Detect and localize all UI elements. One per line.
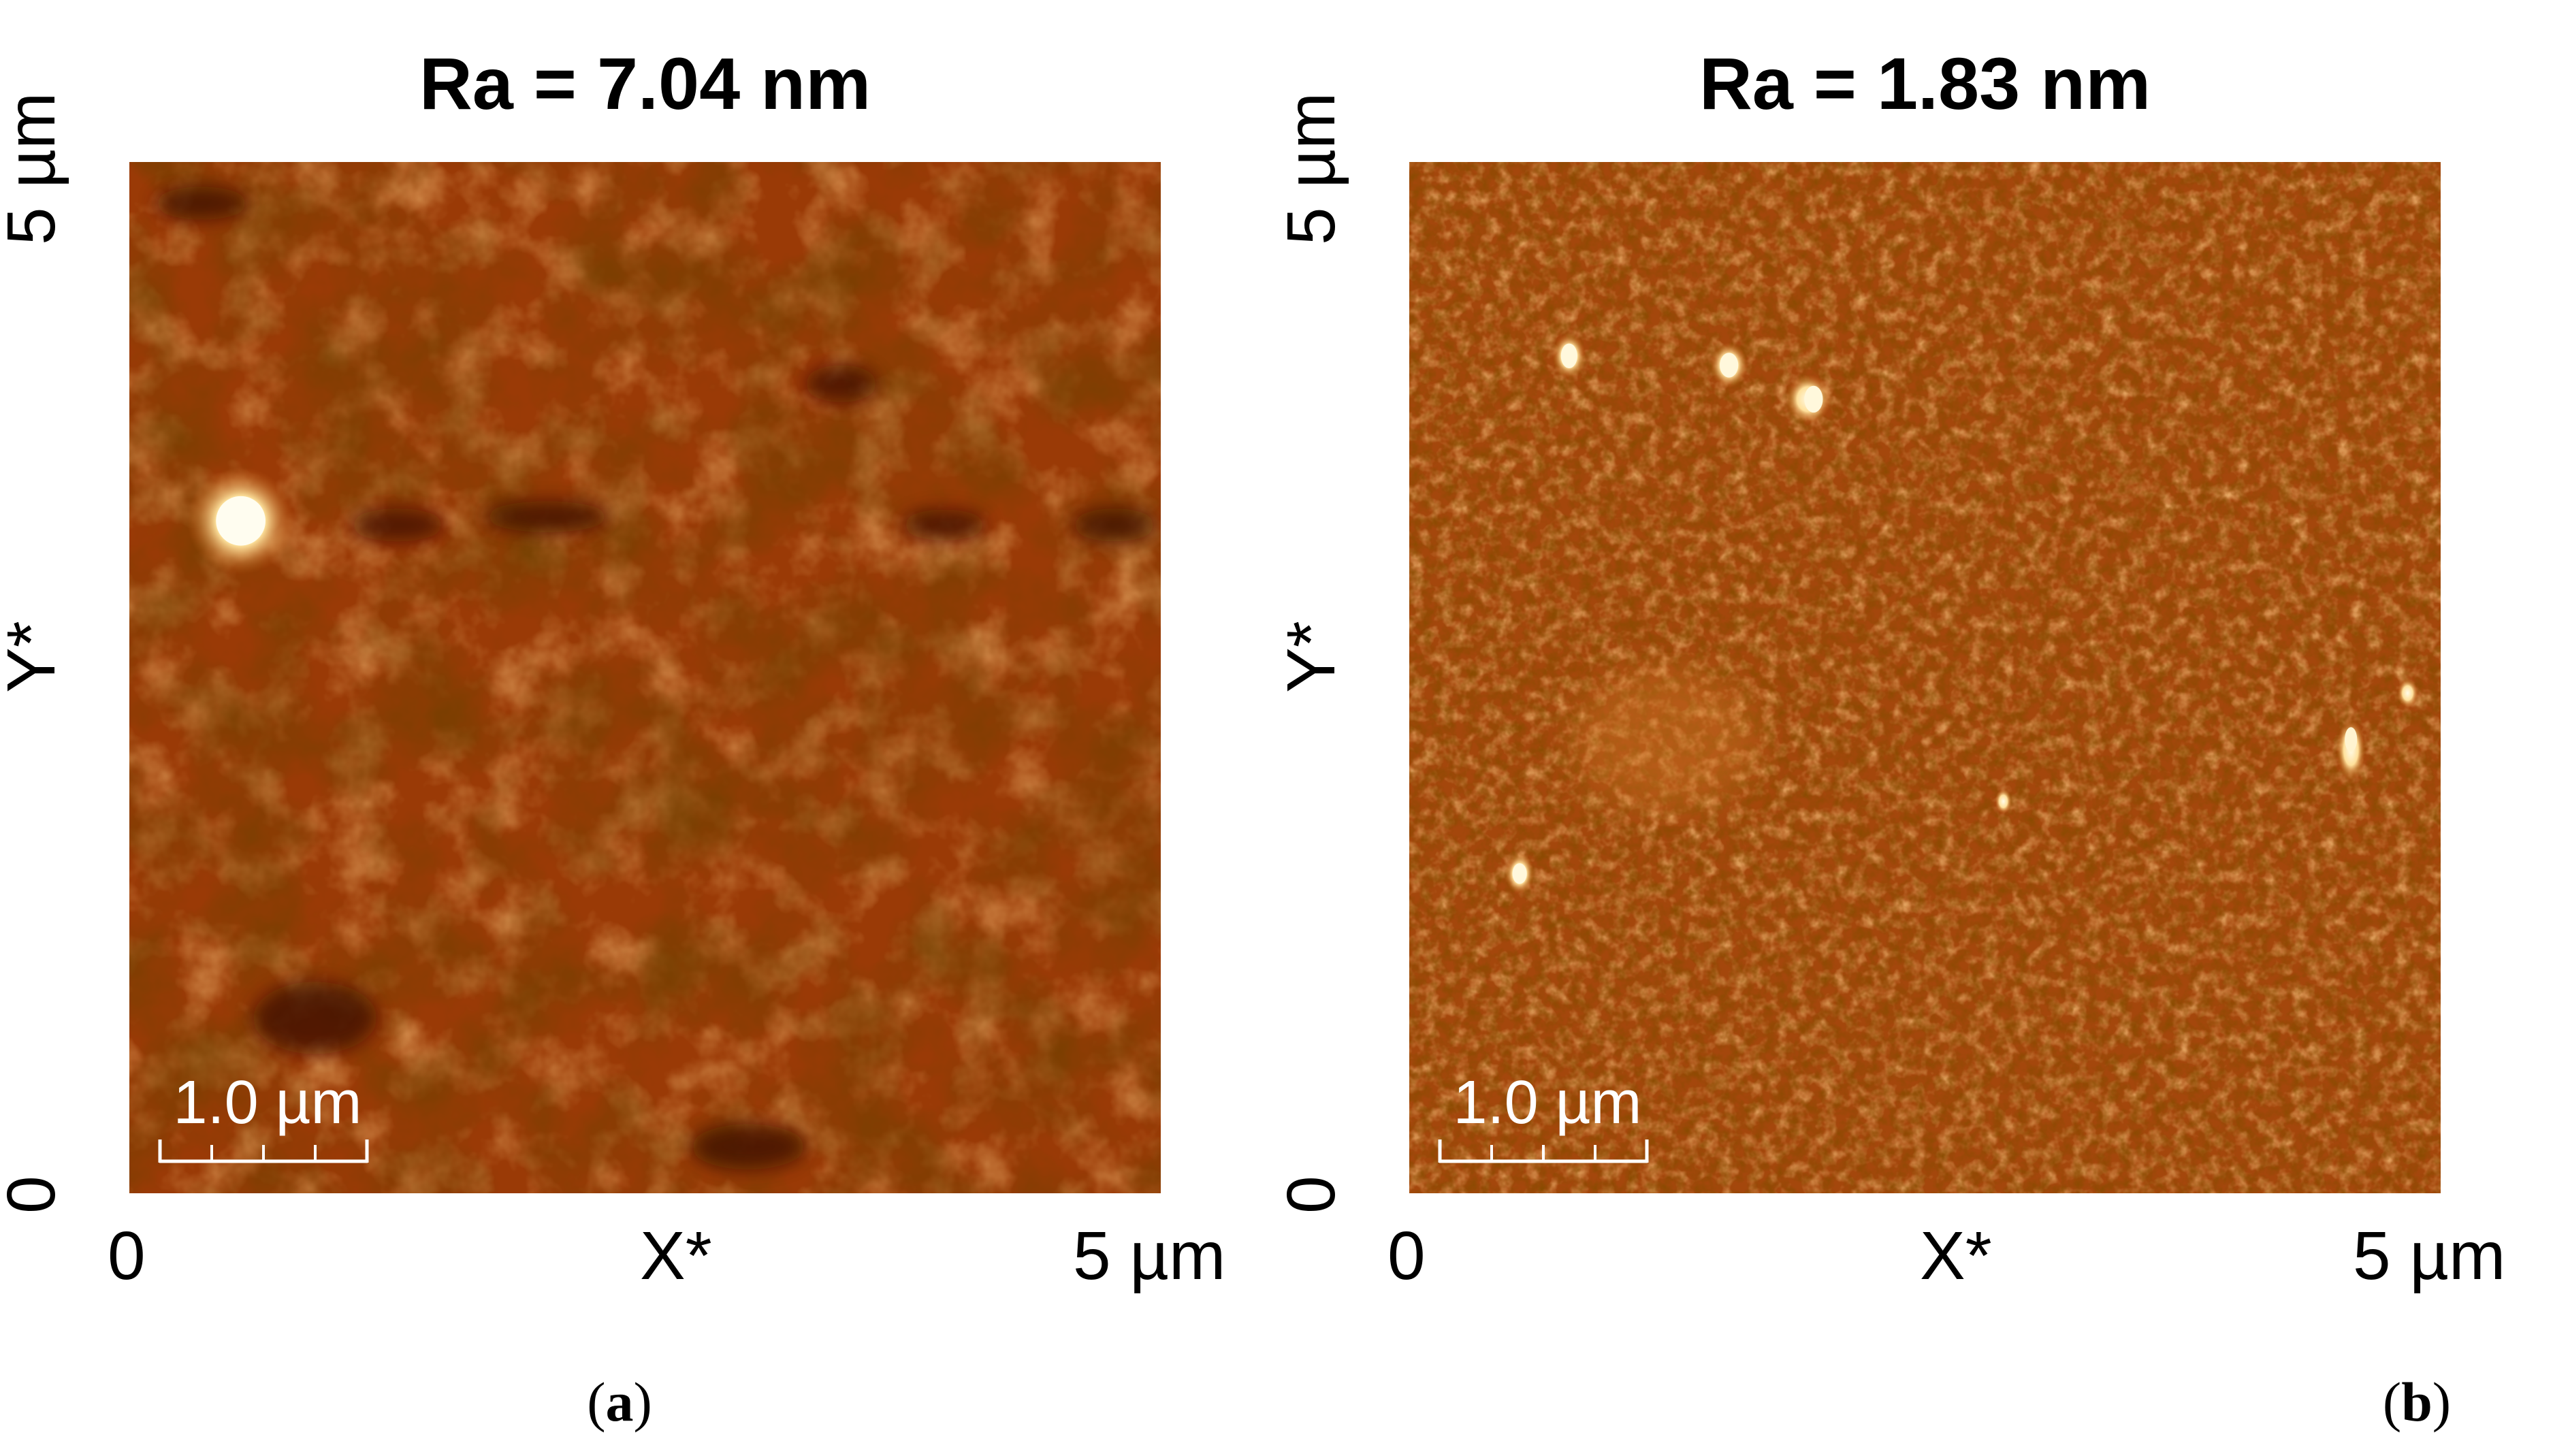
panel-caption: (a) [517, 1368, 722, 1436]
caption-letter: a [605, 1371, 634, 1433]
afm-height-map [1409, 162, 2441, 1193]
caption-close: ) [633, 1371, 652, 1433]
scale-bar-ruler [158, 1139, 369, 1163]
y-axis-min-label: 0 [0, 1176, 69, 1214]
x-axis-min-label: 0 [1387, 1218, 1426, 1294]
y-axis-label: Y* [1273, 621, 1349, 693]
y-axis-label: Y* [0, 621, 69, 693]
panel-title: Ra = 7.04 nm [419, 42, 871, 125]
scale-bar-label: 1.0 µm [173, 1069, 362, 1137]
x-axis-max-label: 5 µm [1073, 1218, 1226, 1294]
y-axis-min-label: 0 [1273, 1176, 1349, 1214]
caption-close: ) [2432, 1371, 2452, 1433]
caption-open: ( [2382, 1371, 2402, 1433]
dark-band [155, 187, 1156, 1170]
afm-height-map-image [129, 162, 1161, 1193]
scale-bar: 1.0 µm [158, 1069, 369, 1164]
y-axis-max-label: 5 µm [1273, 92, 1349, 245]
scale-bar-ruler [1438, 1139, 1649, 1163]
map-dark-texture [1409, 162, 2441, 1193]
caption-letter: b [2401, 1371, 2432, 1433]
scale-bar-label: 1.0 µm [1453, 1069, 1642, 1137]
x-axis-min-label: 0 [108, 1218, 146, 1294]
caption-open: ( [587, 1371, 606, 1433]
afm-panel-a: Ra = 7.04 nm 5 µm Y* 0 [0, 0, 1276, 1456]
afm-height-map [129, 162, 1161, 1193]
particle-core [216, 496, 266, 546]
panel-caption: (b) [2315, 1368, 2519, 1436]
panel-title: Ra = 1.83 nm [1699, 42, 2151, 125]
x-axis-label: X* [1920, 1218, 1992, 1294]
x-axis-label: X* [640, 1218, 712, 1294]
y-axis-max-label: 5 µm [0, 92, 69, 245]
bright-region [1574, 667, 1761, 812]
scale-bar: 1.0 µm [1438, 1069, 1649, 1164]
x-axis-max-label: 5 µm [2353, 1218, 2506, 1294]
particles [1505, 333, 2418, 894]
afm-height-map-image [1409, 162, 2441, 1193]
afm-panel-b: Ra = 1.83 nm 5 µm Y* 0 [1273, 0, 2553, 1456]
